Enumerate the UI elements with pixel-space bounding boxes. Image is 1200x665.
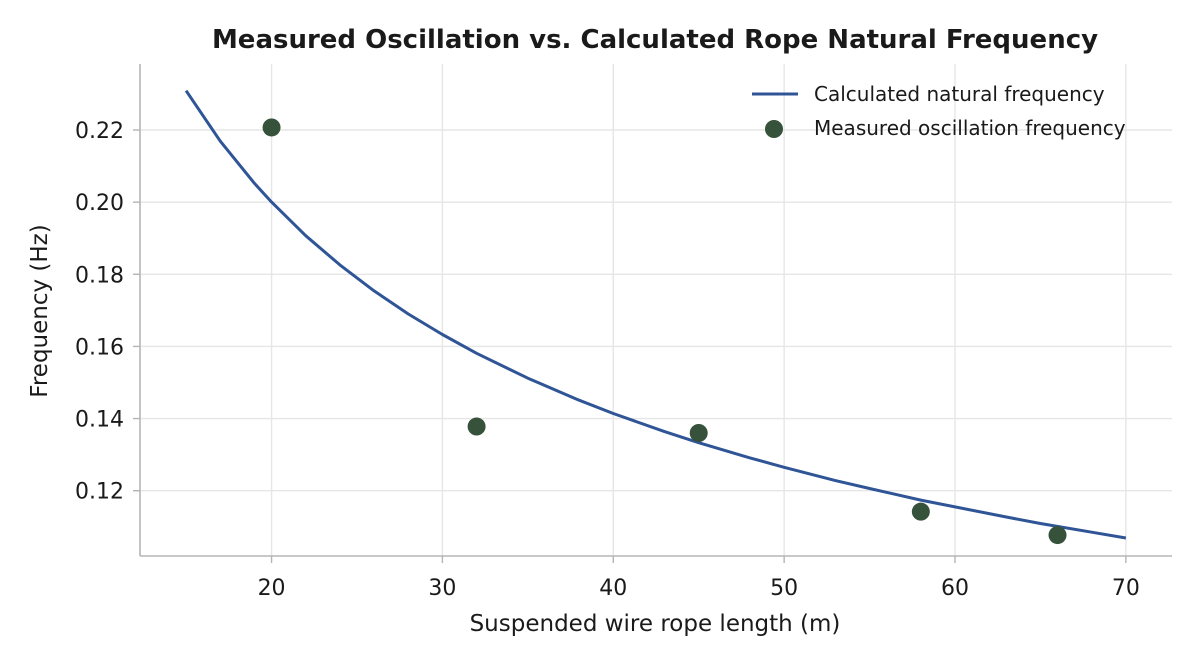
measured-point	[262, 118, 281, 137]
measured-point	[689, 424, 708, 442]
measured-point	[467, 417, 486, 436]
x-tick-label: 70	[1112, 576, 1140, 601]
x-tick-label: 60	[941, 576, 969, 601]
measured-point	[911, 502, 930, 521]
y-tick-label: 0.22	[75, 119, 124, 144]
calculated-frequency-line	[184, 89, 1127, 540]
plot-series	[184, 89, 1127, 545]
y-tick-label: 0.14	[75, 408, 124, 433]
x-tick-label: 30	[428, 576, 456, 601]
y-tick-label: 0.16	[75, 335, 124, 360]
y-axis-label: Frequency (Hz)	[27, 224, 53, 397]
ticks: 20 30 40 50 60 70 0.12 0.14 0.16 0.18 0.20 0.22	[75, 119, 1140, 601]
x-tick-label: 40	[599, 576, 627, 601]
x-tick-label: 20	[258, 576, 286, 601]
legend-label-measured: Measured oscillation frequency	[814, 116, 1126, 140]
legend-label-calculated: Calculated natural frequency	[814, 82, 1105, 106]
y-tick-label: 0.20	[75, 191, 124, 216]
measured-point	[1048, 526, 1067, 545]
x-axis-label: Suspended wire rope length (m)	[470, 611, 841, 637]
chart-title: Measured Oscillation vs. Calculated Rope…	[212, 25, 1098, 55]
axes-spines	[139, 64, 1172, 557]
legend: Calculated natural frequency Measured os…	[752, 82, 1126, 140]
y-tick-label: 0.18	[75, 263, 124, 288]
legend-marker-swatch	[765, 120, 783, 138]
grid-lines	[140, 64, 1172, 556]
x-tick-label: 50	[770, 576, 798, 601]
y-tick-label: 0.12	[75, 480, 124, 505]
